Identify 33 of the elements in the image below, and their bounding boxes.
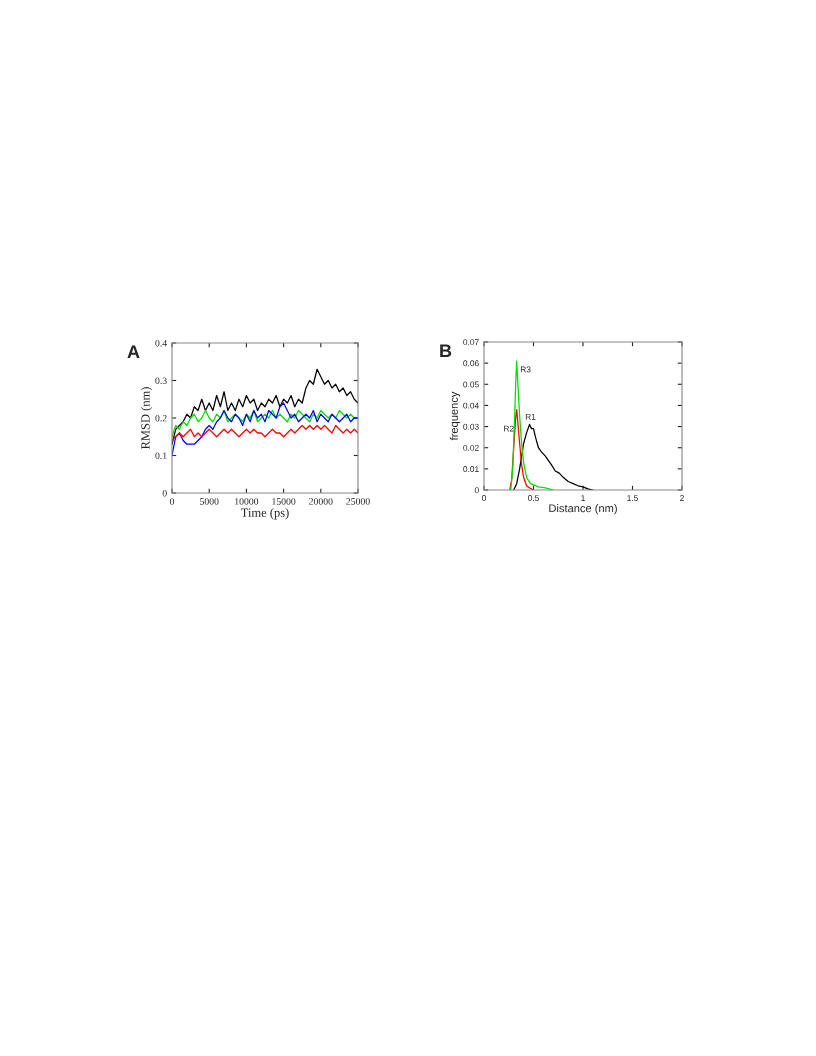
y-axis-title: frequency	[449, 391, 461, 441]
chart-title: A	[127, 345, 140, 358]
y-tick-label: 0.01	[463, 466, 479, 472]
y-tick-label: 0.2	[155, 414, 167, 422]
x-tick-label: 20000	[309, 498, 333, 505]
annotation: R1	[525, 413, 536, 420]
x-tick-label: 5000	[200, 498, 219, 505]
y-tick-label: 0.06	[463, 360, 479, 367]
x-tick-label: 15000	[272, 498, 296, 505]
x-tick-label: 0	[482, 495, 486, 501]
y-axis-title: RMSD (nm)	[140, 387, 153, 450]
x-tick-label: 1	[581, 495, 585, 501]
annotation: R2	[504, 425, 514, 432]
y-tick-label: 0.07	[463, 339, 479, 346]
y-tick-label: 0.02	[463, 444, 479, 451]
x-axis-title: Distance (nm)	[549, 504, 617, 515]
y-tick-label: 0	[474, 487, 479, 494]
annotation: R3	[520, 366, 531, 373]
x-tick-label: 0	[169, 498, 175, 505]
x-tick-label: 25000	[346, 498, 370, 505]
x-tick-label: 10000	[235, 498, 259, 505]
y-tick-label: 0.04	[463, 402, 479, 409]
x-tick-label: 0.5	[528, 495, 539, 501]
x-tick-label: 1.5	[627, 495, 638, 501]
y-tick-label: 0.4	[155, 339, 167, 347]
x-axis-title: Time (ps)	[240, 508, 289, 520]
y-tick-label: 0.03	[463, 423, 479, 430]
y-tick-label: 0.1	[155, 452, 167, 460]
chart-title: B	[440, 344, 452, 357]
y-tick-label: 0.3	[155, 377, 167, 385]
y-tick-label: 0.05	[463, 381, 479, 388]
line-series	[172, 424, 358, 442]
x-tick-label: 2	[680, 495, 684, 501]
